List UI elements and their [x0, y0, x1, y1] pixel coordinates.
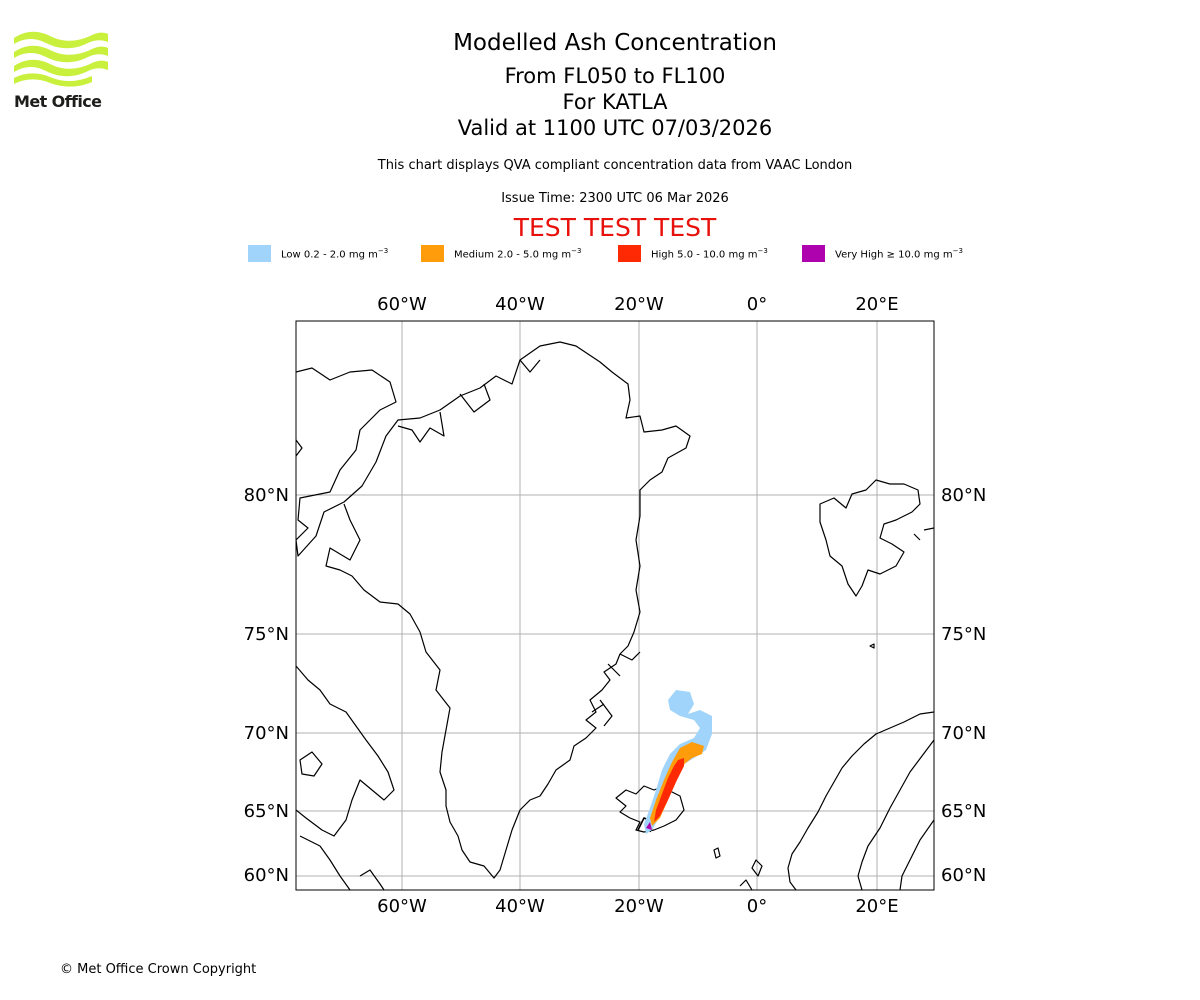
copyright-notice: © Met Office Crown Copyright — [60, 962, 257, 977]
met-office-logo-text: Met Office — [14, 92, 102, 111]
lon-label-bottom-20e: 20°E — [855, 896, 898, 917]
svalbard-coast — [819, 479, 921, 597]
chart-title: Modelled Ash Concentration — [453, 30, 777, 56]
lat-label-right-80n: 80°N — [941, 485, 986, 506]
lat-label-left-75n: 75°N — [244, 624, 289, 645]
concentration-legend: Low 0.2 - 2.0 mg m−3 Medium 2.0 - 5.0 mg… — [0, 244, 1200, 264]
jan-mayen — [869, 643, 875, 649]
lat-label-left-70n: 70°N — [244, 723, 289, 744]
faroe-islands — [713, 847, 721, 859]
map-content — [296, 321, 934, 890]
greenland-coast — [296, 341, 691, 879]
baltic-coast — [899, 819, 934, 890]
lat-label-left-60n: 60°N — [244, 865, 289, 886]
legend-swatch-medium — [421, 245, 444, 262]
lat-label-right-75n: 75°N — [941, 624, 986, 645]
test-banner: TEST TEST TEST — [513, 213, 717, 242]
volcano-name: For KATLA — [562, 90, 668, 114]
gridlines — [296, 321, 934, 890]
ash-area-very-high — [646, 822, 652, 830]
lon-label-top-20e: 20°E — [855, 294, 898, 315]
legend-swatch-high — [618, 245, 641, 262]
scandinavia-interior — [857, 739, 934, 890]
lat-label-right-60n: 60°N — [941, 865, 986, 886]
ash-area-high — [654, 758, 684, 822]
lon-label-bottom-0: 0° — [747, 896, 767, 917]
ash-plume — [644, 690, 712, 834]
lon-label-bottom-60w: 60°W — [377, 896, 427, 917]
flight-level-range: From FL050 to FL100 — [504, 64, 726, 88]
scandinavia-coast — [787, 711, 934, 890]
lat-label-left-65n: 65°N — [244, 801, 289, 822]
canada-baffin-inlets — [299, 751, 385, 890]
canada-coast-north — [296, 439, 395, 837]
lon-label-top-0: 0° — [747, 294, 767, 315]
valid-time: Valid at 1100 UTC 07/03/2026 — [457, 116, 773, 140]
lon-label-bottom-20w: 20°W — [614, 896, 664, 917]
lat-label-left-80n: 80°N — [244, 485, 289, 506]
lon-label-bottom-40w: 40°W — [495, 896, 545, 917]
lat-label-right-65n: 65°N — [941, 801, 986, 822]
map-frame — [295, 320, 935, 891]
lon-label-top-40w: 40°W — [495, 294, 545, 315]
shetland — [739, 859, 763, 890]
chart-description: This chart displays QVA compliant concen… — [377, 158, 853, 173]
legend-label-low: Low 0.2 - 2.0 mg m−3 — [281, 247, 389, 261]
svalbard-island-east — [913, 527, 934, 541]
legend-swatch-very-high — [802, 245, 825, 262]
iceland-coast — [615, 785, 685, 833]
greenland-fjord-east — [591, 651, 641, 727]
lat-label-right-70n: 70°N — [941, 723, 986, 744]
met-office-wave-icon — [14, 31, 108, 87]
coastlines — [296, 341, 934, 890]
legend-label-very-high: Very High ≥ 10.0 mg m−3 — [835, 247, 963, 261]
legend-swatch-low — [248, 245, 271, 262]
met-office-logo: Met Office — [14, 30, 108, 114]
legend-label-high: High 5.0 - 10.0 mg m−3 — [651, 247, 768, 261]
lon-label-top-20w: 20°W — [614, 294, 664, 315]
legend-label-medium: Medium 2.0 - 5.0 mg m−3 — [454, 247, 582, 261]
issue-time: Issue Time: 2300 UTC 06 Mar 2026 — [501, 191, 729, 206]
lon-label-top-60w: 60°W — [377, 294, 427, 315]
greenland-fjord-north — [397, 359, 541, 443]
